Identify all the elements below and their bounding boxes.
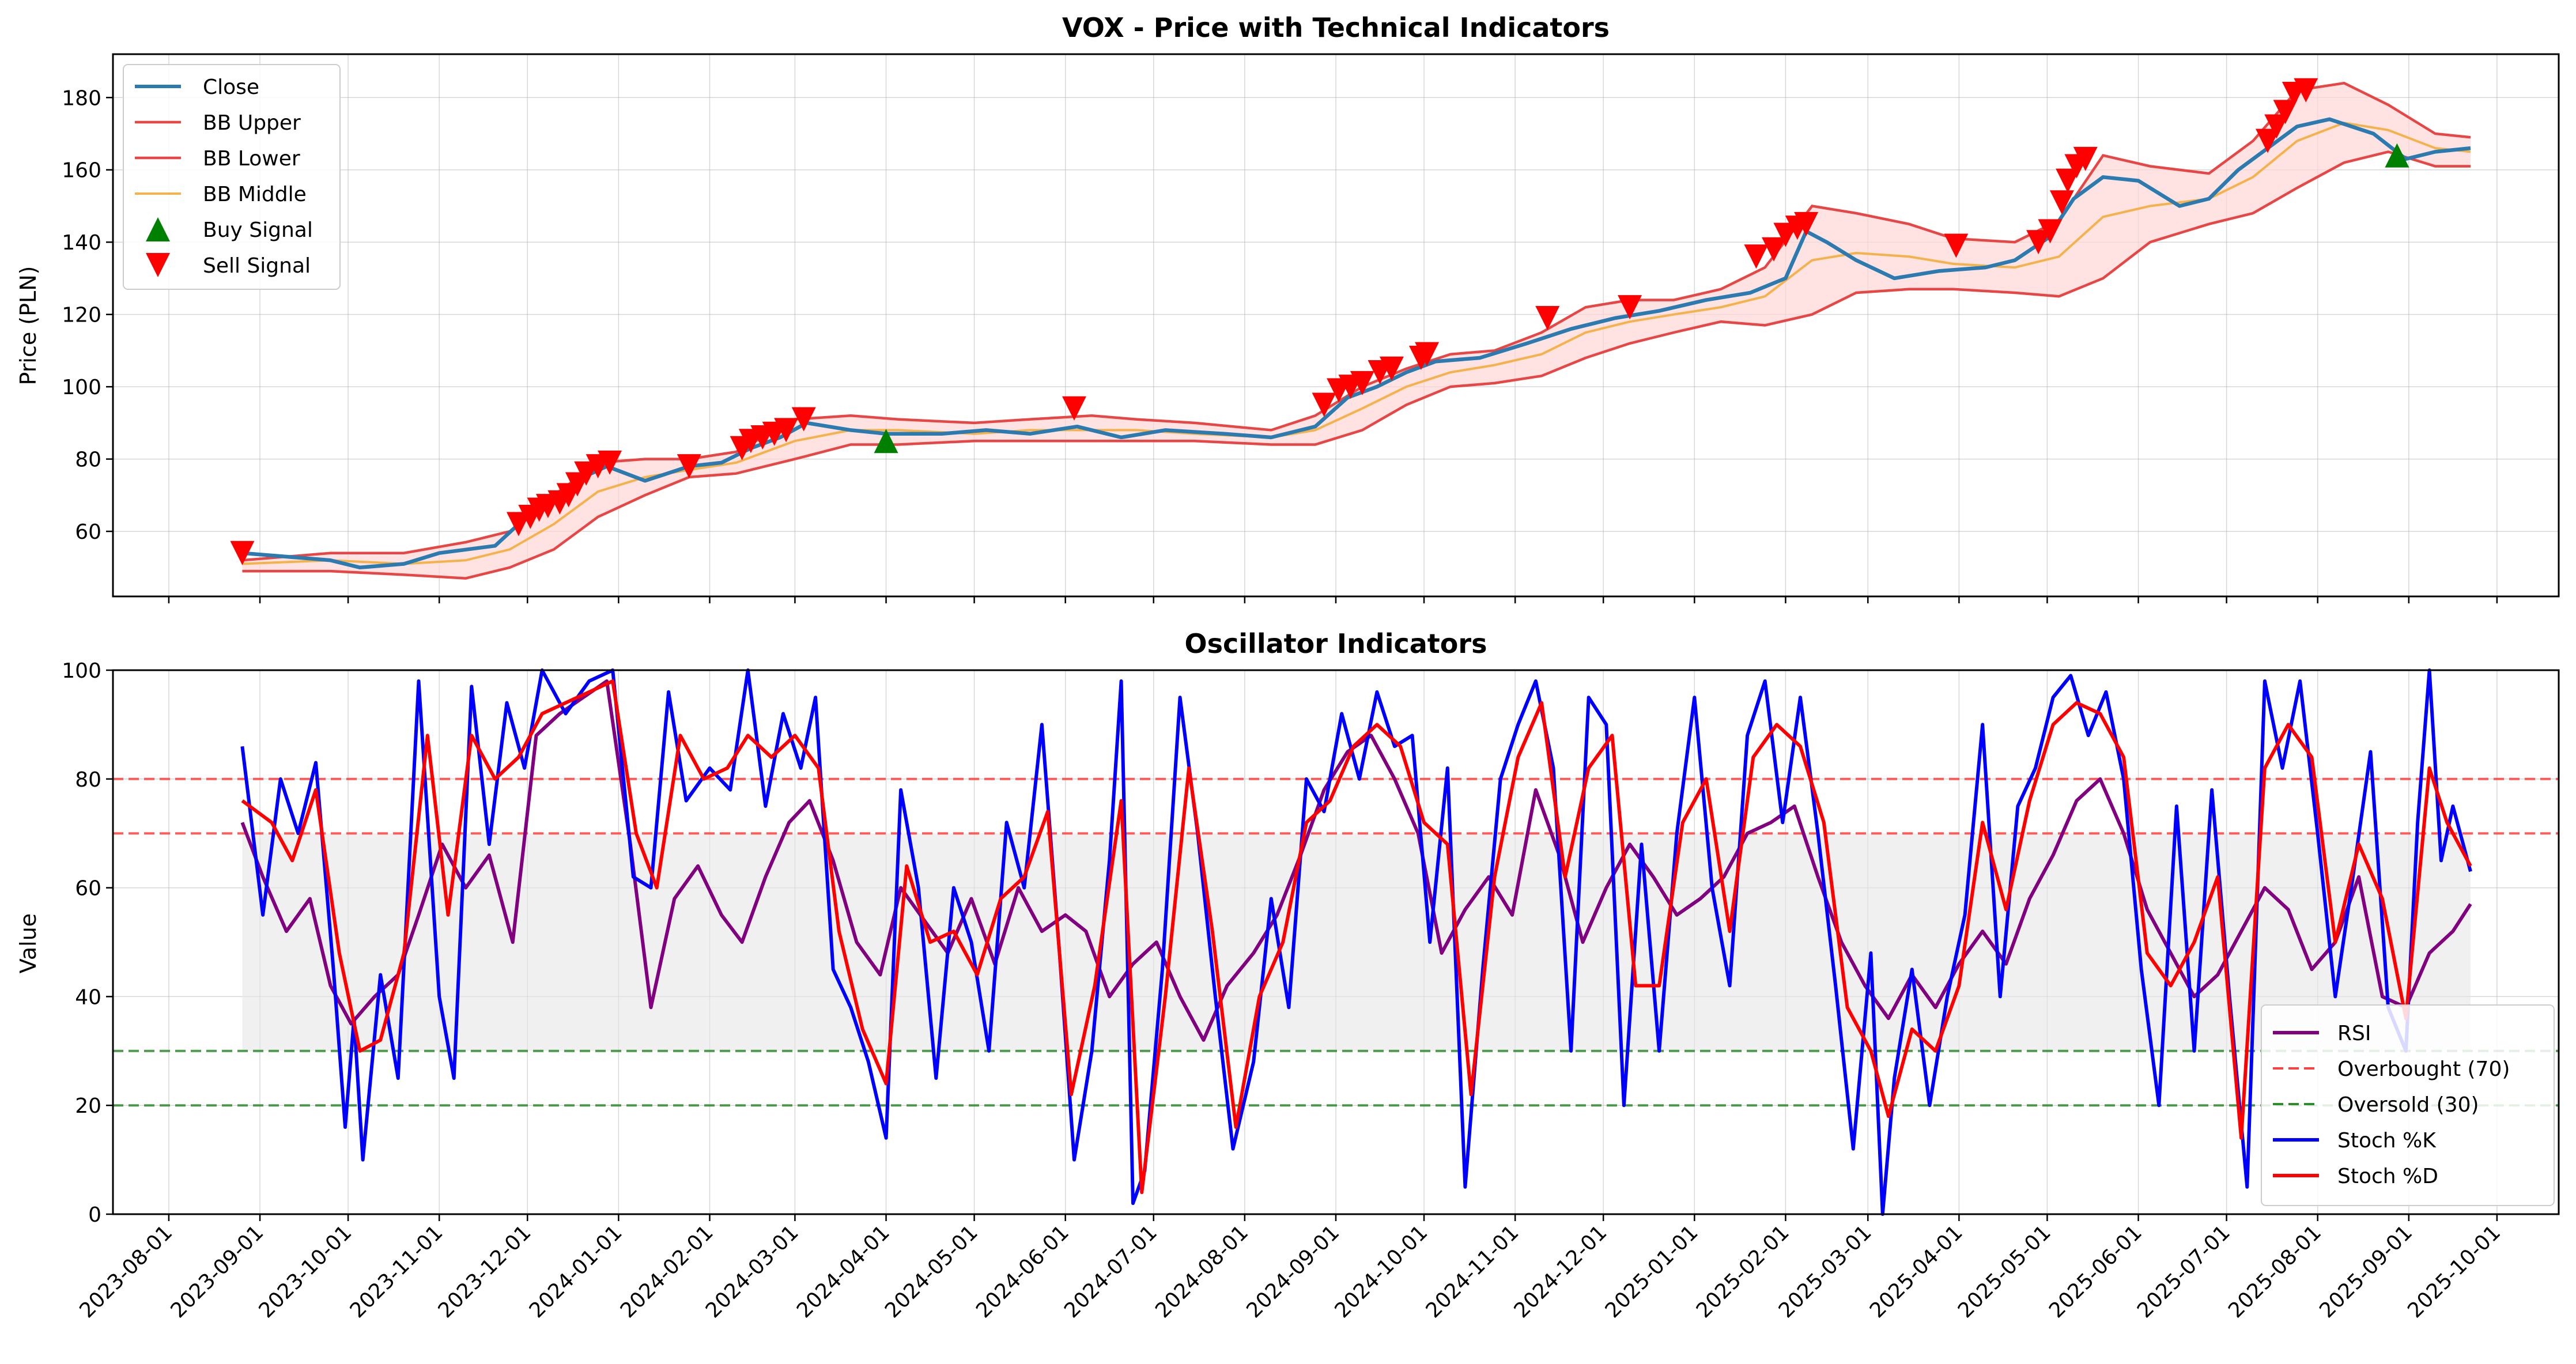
x-tick-label: 2024-04-01 bbox=[792, 1221, 894, 1323]
osc-y-tick-label: 60 bbox=[75, 877, 101, 901]
x-tick-label: 2023-08-01 bbox=[75, 1221, 177, 1323]
x-tick-label: 2024-05-01 bbox=[881, 1221, 983, 1323]
x-tick-label: 2025-10-01 bbox=[2403, 1221, 2505, 1323]
price-legend-label: Close bbox=[203, 75, 259, 99]
sell-signal-marker bbox=[2049, 190, 2074, 215]
price-legend-label: BB Lower bbox=[203, 147, 300, 171]
price-y-tick-label: 80 bbox=[75, 448, 101, 472]
sell-signal-marker bbox=[2073, 146, 2098, 171]
sell-signal-marker bbox=[1350, 371, 1374, 395]
rsi-line bbox=[240, 679, 2472, 1042]
x-tick-label: 2023-10-01 bbox=[255, 1221, 357, 1323]
oscillator-legend-label: Stoch %D bbox=[2337, 1165, 2438, 1188]
sell-signal-marker bbox=[1379, 356, 1404, 381]
top-chart-title: VOX - Price with Technical Indicators bbox=[1062, 12, 1610, 43]
oscillator-legend-label: Oversold (30) bbox=[2337, 1093, 2479, 1117]
sell-signal-marker bbox=[1535, 305, 1560, 330]
price-y-tick-label: 100 bbox=[62, 376, 101, 399]
x-tick-label: 2023-12-01 bbox=[434, 1221, 536, 1323]
osc-y-tick-label: 40 bbox=[75, 985, 101, 1009]
oscillator-panel: 0 20 40 60 80 100 2023-08-012023-09-012023-10-… bbox=[62, 659, 2560, 1323]
bb-lower-line bbox=[242, 150, 2471, 580]
buy-signal-marker bbox=[874, 429, 898, 454]
sell-signal-marker bbox=[1773, 222, 1798, 247]
oscillator-legend-label: Overbought (70) bbox=[2337, 1057, 2510, 1081]
osc-y-tick-label: 80 bbox=[75, 768, 101, 792]
osc-y-tick-label: 0 bbox=[88, 1203, 101, 1227]
sell-signal-marker bbox=[1618, 295, 1642, 320]
sell-signal-marker bbox=[598, 450, 622, 475]
x-tick-label: 2024-10-01 bbox=[1330, 1221, 1432, 1323]
x-tick-label: 2025-07-01 bbox=[2133, 1221, 2235, 1323]
bottom-y-axis-label: Value bbox=[16, 913, 41, 973]
sell-signal-marker bbox=[2026, 230, 2051, 255]
sell-signal-marker bbox=[1744, 244, 1769, 269]
price-y-tick-label: 60 bbox=[75, 520, 101, 544]
x-tick-label: 2025-01-01 bbox=[1601, 1221, 1703, 1323]
x-tick-label: 2024-07-01 bbox=[1060, 1221, 1162, 1323]
sell-signal-marker bbox=[1944, 233, 1969, 258]
price-legend-label: BB Upper bbox=[203, 111, 301, 135]
sell-signal-marker bbox=[2056, 168, 2080, 193]
price-legend-swatch bbox=[146, 217, 170, 241]
price-y-tick-label: 140 bbox=[62, 231, 101, 255]
oscillator-legend-box bbox=[2261, 1004, 2555, 1206]
x-tick-label: 2024-12-01 bbox=[1510, 1221, 1612, 1323]
sell-signal-marker bbox=[2294, 78, 2318, 103]
x-tick-label: 2025-08-01 bbox=[2224, 1221, 2326, 1323]
osc-y-tick-label: 100 bbox=[62, 659, 101, 683]
oscillator-legend: RSI Overbought (70) Oversold (30) Stoch %K S… bbox=[2261, 1004, 2555, 1206]
sell-signal-marker bbox=[1062, 396, 1087, 421]
sell-signal-marker bbox=[506, 512, 531, 536]
sell-signal-marker bbox=[230, 541, 255, 565]
osc-y-tick-label: 20 bbox=[75, 1094, 101, 1118]
x-tick-label: 2025-06-01 bbox=[2045, 1221, 2147, 1323]
price-legend-label: Sell Signal bbox=[203, 254, 311, 278]
sell-signal-marker bbox=[791, 407, 816, 432]
bollinger-band-fill bbox=[242, 83, 2471, 579]
sell-signal-marker bbox=[2038, 219, 2063, 244]
sell-signal-marker bbox=[1794, 211, 1819, 236]
price-y-tick-label: 180 bbox=[62, 86, 101, 110]
x-tick-label: 2023-11-01 bbox=[346, 1221, 448, 1323]
x-tick-label: 2024-08-01 bbox=[1151, 1221, 1253, 1323]
sell-signal-marker bbox=[1762, 237, 1786, 262]
sell-signal-marker bbox=[677, 454, 701, 479]
price-legend-box bbox=[123, 64, 341, 290]
stoch-k-line bbox=[240, 668, 2472, 1216]
oscillator-legend-label: RSI bbox=[2337, 1022, 2371, 1045]
sell-signal-marker bbox=[774, 418, 799, 443]
x-tick-label: 2023-09-01 bbox=[166, 1221, 268, 1323]
price-legend-label: BB Middle bbox=[203, 183, 307, 206]
price-legend-label: Buy Signal bbox=[203, 218, 313, 242]
price-y-tick-label: 160 bbox=[62, 159, 101, 183]
buy-signal-marker bbox=[2385, 143, 2409, 168]
x-tick-label: 2024-06-01 bbox=[972, 1221, 1074, 1323]
sell-signal-marker bbox=[1415, 342, 1440, 366]
neutral-zone-fill bbox=[242, 833, 2471, 1051]
x-tick-label: 2025-05-01 bbox=[1954, 1221, 2056, 1323]
price-legend-swatch bbox=[146, 253, 170, 277]
oscillator-legend-label: Stoch %K bbox=[2337, 1129, 2437, 1153]
bb-upper-line bbox=[242, 81, 2471, 562]
bottom-chart-title: Oscillator Indicators bbox=[1185, 628, 1487, 659]
price-legend: Close BB Upper BB Lower BB Middle Buy Signal… bbox=[123, 64, 341, 290]
sell-signal-marker bbox=[2273, 100, 2298, 124]
stoch-d-line bbox=[241, 679, 2472, 1195]
price-panel: 60 80 100 120 140 160 180 Close BB Upper BB Lower… bbox=[62, 53, 2560, 603]
x-tick-label: 2024-09-01 bbox=[1242, 1221, 1344, 1323]
sell-signal-marker bbox=[2256, 129, 2280, 153]
sell-signal-marker bbox=[574, 461, 599, 486]
top-y-axis-label: Price (PLN) bbox=[16, 266, 41, 386]
sell-signal-marker bbox=[2264, 114, 2289, 139]
x-tick-label: 2024-11-01 bbox=[1422, 1221, 1524, 1323]
sell-signal-marker bbox=[1312, 392, 1336, 417]
x-tick-label: 2025-09-01 bbox=[2315, 1221, 2417, 1323]
price-y-tick-label: 120 bbox=[62, 304, 101, 327]
x-tick-label: 2025-04-01 bbox=[1865, 1221, 1967, 1323]
x-tick-label: 2024-01-01 bbox=[525, 1221, 627, 1323]
